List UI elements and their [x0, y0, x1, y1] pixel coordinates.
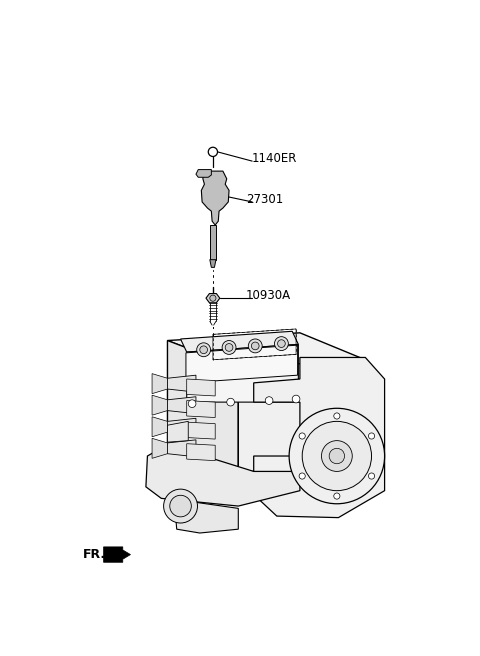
- Polygon shape: [152, 374, 168, 394]
- Circle shape: [227, 398, 234, 406]
- Polygon shape: [187, 443, 215, 461]
- Polygon shape: [168, 397, 196, 414]
- Polygon shape: [187, 344, 299, 402]
- Text: FR.: FR.: [83, 548, 106, 561]
- Polygon shape: [187, 401, 215, 417]
- Polygon shape: [168, 333, 365, 367]
- Polygon shape: [168, 440, 196, 457]
- Circle shape: [164, 489, 197, 523]
- Polygon shape: [152, 395, 168, 415]
- Circle shape: [334, 413, 340, 419]
- Circle shape: [200, 346, 207, 354]
- Circle shape: [222, 340, 236, 354]
- Circle shape: [369, 473, 374, 479]
- Circle shape: [302, 421, 372, 491]
- Polygon shape: [210, 260, 216, 268]
- Polygon shape: [210, 225, 216, 260]
- Polygon shape: [146, 445, 300, 506]
- Circle shape: [334, 493, 340, 499]
- Polygon shape: [238, 359, 365, 472]
- Polygon shape: [168, 375, 196, 392]
- Polygon shape: [254, 358, 384, 518]
- Circle shape: [275, 337, 288, 350]
- Polygon shape: [187, 422, 215, 439]
- Polygon shape: [104, 547, 131, 562]
- Polygon shape: [168, 421, 188, 442]
- Polygon shape: [187, 379, 215, 396]
- Polygon shape: [201, 171, 229, 225]
- Polygon shape: [186, 345, 298, 383]
- Circle shape: [188, 400, 196, 407]
- Circle shape: [225, 344, 233, 352]
- Circle shape: [277, 340, 285, 348]
- Circle shape: [208, 147, 217, 157]
- Circle shape: [369, 433, 374, 439]
- Circle shape: [322, 441, 352, 472]
- Text: 1140ER: 1140ER: [252, 152, 298, 165]
- Polygon shape: [196, 170, 211, 177]
- Circle shape: [292, 395, 300, 403]
- Circle shape: [265, 397, 273, 405]
- Circle shape: [170, 495, 192, 517]
- Circle shape: [299, 473, 305, 479]
- Text: 27301: 27301: [246, 193, 283, 206]
- Polygon shape: [168, 340, 238, 472]
- Circle shape: [248, 339, 262, 353]
- Circle shape: [329, 448, 345, 464]
- Text: 10930A: 10930A: [246, 289, 291, 302]
- Polygon shape: [168, 419, 196, 435]
- Circle shape: [197, 343, 211, 357]
- Circle shape: [299, 433, 305, 439]
- Polygon shape: [152, 438, 168, 459]
- Circle shape: [210, 295, 216, 301]
- Polygon shape: [152, 417, 168, 437]
- Polygon shape: [175, 501, 238, 533]
- Polygon shape: [180, 331, 299, 352]
- Polygon shape: [206, 293, 220, 303]
- Circle shape: [289, 408, 384, 504]
- Circle shape: [252, 342, 259, 350]
